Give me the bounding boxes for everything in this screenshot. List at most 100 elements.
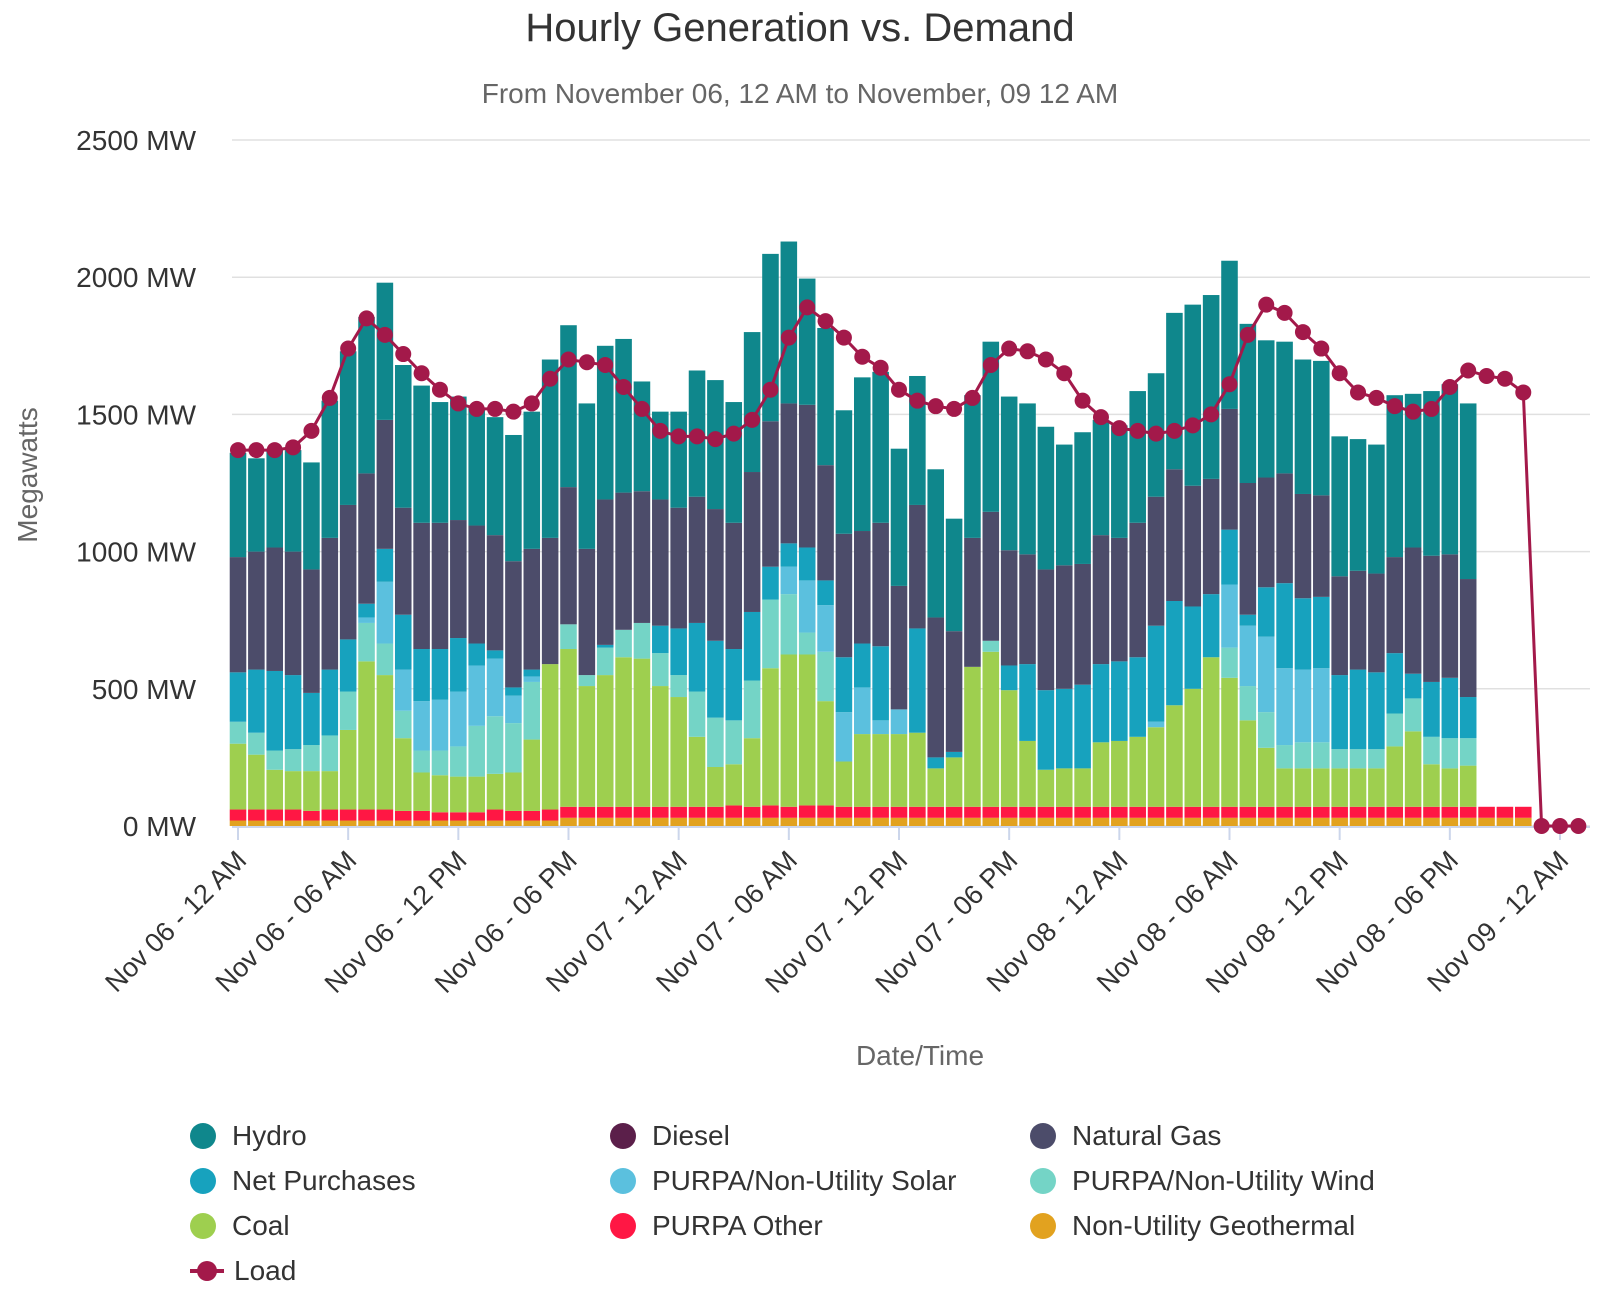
load-point bbox=[487, 400, 504, 417]
bar-segment-purpa-non-utility-wind bbox=[670, 675, 687, 698]
bar-segment-natural-gas bbox=[303, 569, 320, 693]
bar-segment-hydro bbox=[505, 434, 522, 562]
legend-item-hydro[interactable]: Hydro bbox=[190, 1120, 307, 1152]
load-point bbox=[909, 392, 926, 409]
load-point bbox=[799, 299, 816, 316]
bar-segment-hydro bbox=[578, 403, 596, 549]
bar-segment-net-purchases bbox=[1037, 690, 1055, 770]
bar-segment-purpa-non-utility-solar bbox=[486, 658, 504, 717]
legend-item-purpa-non-utility-wind[interactable]: PURPA/Non-Utility Wind bbox=[1030, 1165, 1375, 1197]
bar-segment-non-utility-geothermal bbox=[1221, 817, 1238, 826]
legend-item-purpa-non-utility-solar[interactable]: PURPA/Non-Utility Solar bbox=[610, 1165, 956, 1197]
bar-segment-purpa-other bbox=[1166, 806, 1183, 818]
bar-segment-hydro bbox=[835, 410, 853, 534]
y-tick-label: 1500 MW bbox=[76, 399, 196, 430]
chart-subtitle: From November 06, 12 AM to November, 09 … bbox=[481, 78, 1119, 109]
bar-segment-purpa-other bbox=[1074, 806, 1091, 818]
bar-segment-natural-gas bbox=[1166, 469, 1183, 601]
bar-segment-natural-gas bbox=[743, 472, 761, 612]
bar-segment-purpa-non-utility-wind bbox=[1276, 745, 1293, 769]
bar-segment-non-utility-geothermal bbox=[1459, 817, 1477, 826]
bar-segment-purpa-other bbox=[1019, 806, 1036, 818]
y-tick-label: 2500 MW bbox=[76, 125, 196, 156]
bar-segment-net-purchases bbox=[1111, 661, 1128, 741]
load-point bbox=[1368, 389, 1385, 406]
bar-segment-coal bbox=[1294, 768, 1312, 807]
load-point bbox=[542, 370, 559, 387]
legend-item-coal[interactable]: Coal bbox=[190, 1210, 290, 1242]
load-point bbox=[266, 442, 283, 459]
load-point bbox=[982, 357, 999, 374]
bar-segment-purpa-non-utility-solar bbox=[394, 669, 412, 711]
load-point bbox=[1423, 400, 1440, 417]
y-tick-label: 2000 MW bbox=[76, 262, 196, 293]
legend-item-diesel[interactable]: Diesel bbox=[610, 1120, 730, 1152]
bar-segment-purpa-non-utility-wind bbox=[1257, 712, 1275, 748]
bar-segment-non-utility-geothermal bbox=[541, 820, 559, 826]
bar-segment-hydro bbox=[1294, 359, 1312, 494]
bar-segment-net-purchases bbox=[321, 669, 339, 736]
bar-segment-non-utility-geothermal bbox=[578, 817, 596, 826]
bar-segment-net-purchases bbox=[652, 625, 669, 654]
bar-segment-non-utility-geothermal bbox=[560, 817, 577, 826]
bar-segment-hydro bbox=[541, 359, 559, 538]
bar-segment-coal bbox=[486, 773, 504, 810]
load-point bbox=[1001, 340, 1018, 357]
bar-segment-coal bbox=[964, 666, 981, 807]
bar-segment-non-utility-geothermal bbox=[1129, 817, 1146, 826]
bar-segment-natural-gas bbox=[670, 507, 687, 629]
bar-segment-hydro bbox=[1202, 295, 1220, 479]
bar-segment-purpa-non-utility-wind bbox=[1423, 736, 1440, 765]
legend-item-net-purchases[interactable]: Net Purchases bbox=[190, 1165, 416, 1197]
bar-segment-hydro bbox=[450, 396, 467, 521]
bar-segment-net-purchases bbox=[1459, 697, 1477, 739]
bar-segment-purpa-other bbox=[1478, 806, 1495, 818]
bar-segment-purpa-non-utility-wind bbox=[413, 750, 430, 773]
bar-segment-non-utility-geothermal bbox=[670, 817, 687, 826]
bar-segment-net-purchases bbox=[1129, 657, 1146, 737]
legend-item-load[interactable]: Load bbox=[190, 1255, 296, 1287]
bar-segment-purpa-other bbox=[688, 806, 706, 818]
bar-segment-coal bbox=[248, 754, 265, 810]
legend-item-natural-gas[interactable]: Natural Gas bbox=[1030, 1120, 1221, 1152]
load-point bbox=[340, 340, 357, 357]
load-point bbox=[744, 411, 761, 428]
bar-segment-purpa-non-utility-solar bbox=[431, 699, 449, 751]
bar-segment-non-utility-geothermal bbox=[743, 817, 761, 826]
bar-segment-non-utility-geothermal bbox=[798, 817, 816, 826]
bar-segment-coal bbox=[1092, 742, 1110, 807]
bar-segment-non-utility-geothermal bbox=[358, 820, 375, 826]
bar-segment-purpa-non-utility-solar bbox=[890, 709, 908, 735]
bar-segment-coal bbox=[1349, 768, 1367, 807]
bar-segment-natural-gas bbox=[945, 631, 963, 752]
bar-segment-hydro bbox=[1074, 432, 1091, 564]
bar-segment-purpa-other bbox=[964, 806, 981, 818]
legend-item-purpa-other[interactable]: PURPA Other bbox=[610, 1210, 823, 1242]
bar-segment-natural-gas bbox=[1349, 570, 1367, 670]
legend-label: PURPA/Non-Utility Solar bbox=[652, 1165, 957, 1196]
bar-segment-purpa-non-utility-wind bbox=[633, 622, 651, 659]
bar-segment-net-purchases bbox=[339, 639, 357, 692]
bar-segment-coal bbox=[1202, 657, 1220, 807]
bar-segment-natural-gas bbox=[358, 473, 375, 604]
bar-segment-natural-gas bbox=[1000, 550, 1018, 666]
bar-segment-net-purchases bbox=[303, 692, 320, 746]
bar-segment-non-utility-geothermal bbox=[413, 820, 430, 826]
legend-item-non-utility-geothermal[interactable]: Non-Utility Geothermal bbox=[1030, 1210, 1355, 1242]
bar-segment-coal bbox=[1074, 768, 1091, 807]
bar-segment-natural-gas bbox=[982, 511, 1000, 641]
bar-segment-purpa-other bbox=[303, 810, 320, 821]
bar-segment-natural-gas bbox=[413, 522, 430, 650]
bar-segment-purpa-other bbox=[1404, 806, 1422, 818]
bar-segment-natural-gas bbox=[1441, 554, 1459, 678]
load-point bbox=[1166, 422, 1183, 439]
bar-segment-purpa-non-utility-wind bbox=[707, 717, 724, 768]
bar-segment-hydro bbox=[229, 452, 247, 558]
load-point bbox=[505, 403, 522, 420]
bar-segment-hydro bbox=[780, 241, 798, 404]
bar-segment-non-utility-geothermal bbox=[1478, 817, 1495, 826]
bar-segment-net-purchases bbox=[1294, 598, 1312, 670]
bar-segment-coal bbox=[266, 769, 284, 810]
load-point bbox=[615, 378, 632, 395]
bar-segment-coal bbox=[339, 729, 357, 810]
